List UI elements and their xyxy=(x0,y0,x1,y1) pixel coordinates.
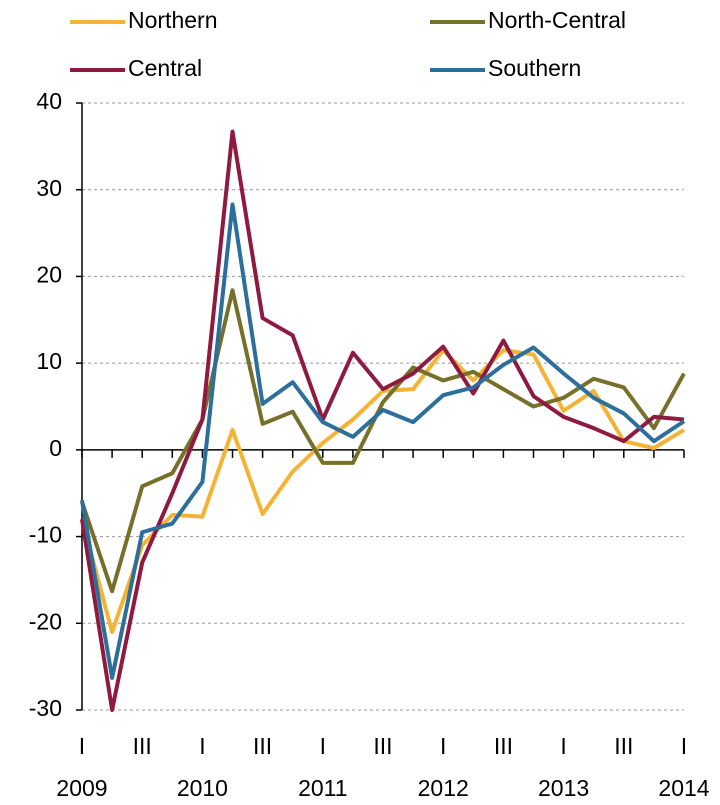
x-tick-label: I xyxy=(79,733,85,759)
legend-label: North-Central xyxy=(488,7,626,33)
y-tick-label: 40 xyxy=(36,88,62,114)
year-label: 2014 xyxy=(658,775,709,801)
x-tick-label: III xyxy=(133,733,152,759)
series-line xyxy=(80,129,685,712)
y-tick-label: 20 xyxy=(36,262,62,288)
x-tick-label: III xyxy=(494,733,513,759)
year-label: 2013 xyxy=(538,775,589,801)
x-tick-label: III xyxy=(373,733,392,759)
y-tick-label: -20 xyxy=(29,608,62,634)
y-tick-label: -30 xyxy=(29,695,62,721)
series-line xyxy=(80,288,686,594)
x-tick-label: I xyxy=(560,733,566,759)
legend-label: Northern xyxy=(128,7,217,33)
x-tick-label: I xyxy=(320,733,326,759)
y-tick-label: 30 xyxy=(36,175,62,201)
year-label: 2011 xyxy=(298,775,347,801)
series-line xyxy=(80,202,686,680)
year-label: 2012 xyxy=(418,775,469,801)
x-tick-label: III xyxy=(614,733,633,759)
legend-label: Central xyxy=(128,55,202,81)
x-tick-label: III xyxy=(253,733,272,759)
y-tick-label: 10 xyxy=(36,348,62,374)
x-tick-label: I xyxy=(681,733,687,759)
year-label: 2010 xyxy=(177,775,228,801)
y-tick-label: -10 xyxy=(29,522,62,548)
x-tick-label: I xyxy=(440,733,446,759)
year-label: 2009 xyxy=(56,775,107,801)
x-tick-label: I xyxy=(199,733,205,759)
legend-label: Southern xyxy=(488,55,581,81)
y-tick-label: 0 xyxy=(49,435,62,461)
